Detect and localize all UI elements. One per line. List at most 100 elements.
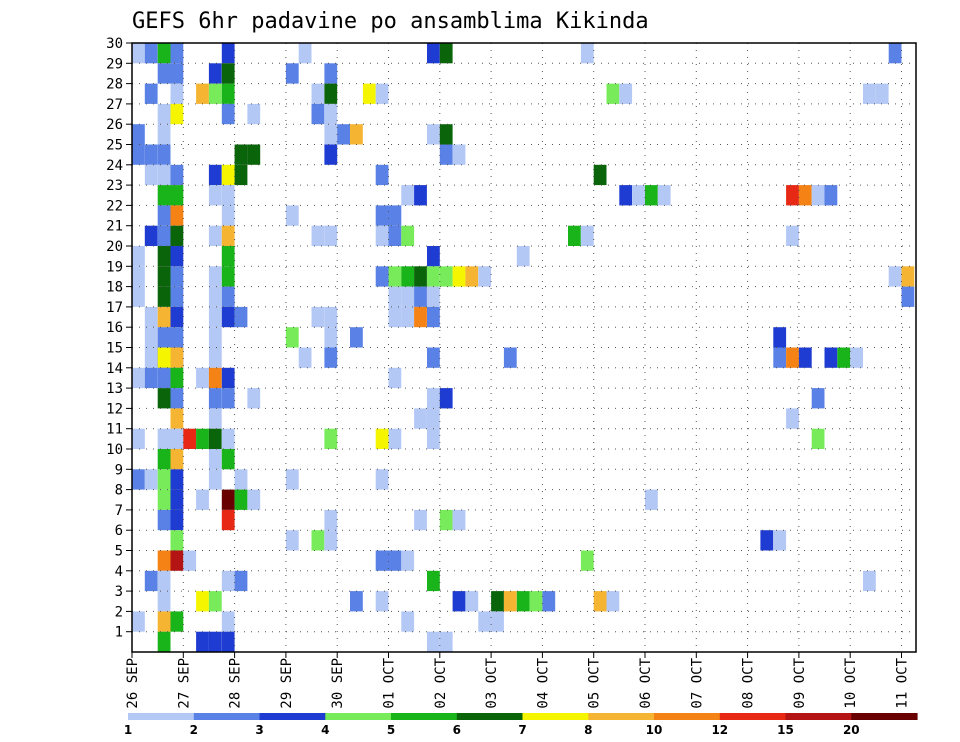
x-tick-label: 28 SEP — [228, 658, 244, 709]
heatmap-cell — [208, 631, 222, 652]
heatmap-cell — [427, 388, 440, 409]
heatmap-cell — [439, 144, 453, 165]
heatmap-cell — [170, 83, 184, 104]
heatmap-cell — [157, 327, 171, 348]
heatmap-cell — [401, 185, 415, 206]
colorbar-segment — [522, 713, 589, 720]
heatmap-cell — [427, 428, 440, 449]
heatmap-cell — [285, 469, 299, 490]
heatmap-cell — [542, 591, 556, 612]
colorbar-segment — [259, 713, 326, 720]
colorbar-segment — [193, 713, 261, 720]
colorbar-label: 10 — [646, 723, 663, 737]
heatmap-cell — [324, 530, 338, 551]
heatmap-cell — [208, 347, 222, 368]
colorbar-label: 4 — [321, 723, 329, 737]
heatmap-cell — [786, 225, 799, 246]
heatmap-cell — [234, 570, 248, 592]
heatmap-cell — [221, 83, 235, 104]
heatmap-cell — [157, 631, 171, 652]
heatmap-cell — [196, 489, 209, 510]
heatmap-cell — [170, 428, 184, 449]
heatmap-cell — [516, 591, 530, 612]
heatmap-cell — [170, 225, 184, 246]
y-tick-label: 18 — [106, 280, 123, 296]
heatmap-cell — [170, 489, 184, 510]
heatmap-cell — [170, 306, 184, 328]
heatmap-cell — [157, 205, 171, 226]
heatmap-cell — [375, 469, 389, 490]
heatmap-cell — [132, 611, 145, 632]
heatmap-cell — [491, 611, 504, 632]
heatmap-cell — [157, 489, 171, 510]
heatmap-cell — [221, 246, 235, 267]
heatmap-cell — [144, 43, 158, 64]
heatmap-cell — [452, 591, 466, 612]
heatmap-cell — [170, 367, 184, 389]
heatmap-cell — [170, 408, 184, 429]
heatmap-cell — [183, 550, 197, 571]
heatmap-cell — [157, 164, 171, 186]
heatmap-cell — [593, 164, 607, 186]
heatmap-cell — [311, 225, 325, 246]
heatmap-cell — [414, 306, 427, 328]
y-tick-label: 7 — [115, 503, 123, 519]
heatmap-cell — [208, 408, 222, 429]
heatmap-cell — [786, 185, 799, 206]
heatmap-cell — [427, 631, 440, 652]
heatmap-cell — [362, 83, 376, 104]
heatmap-cell — [170, 185, 184, 206]
x-tick-label: 07 OCT — [689, 657, 705, 708]
y-tick-label: 30 — [106, 36, 123, 52]
heatmap-cell — [375, 205, 389, 226]
heatmap-cell — [144, 83, 158, 104]
colorbar-segment — [719, 713, 787, 720]
heatmap-cell — [157, 550, 171, 571]
heatmap-cell — [478, 611, 492, 632]
heatmap-cell — [170, 388, 184, 409]
heatmap-cell — [170, 327, 184, 348]
heatmap-cell — [208, 164, 222, 186]
heatmap-cell — [324, 327, 338, 348]
y-tick-label: 22 — [106, 198, 123, 214]
heatmap-cell — [247, 144, 261, 165]
y-tick-label: 2 — [115, 604, 123, 620]
heatmap-cell — [157, 570, 171, 592]
heatmap-cell — [580, 225, 594, 246]
heatmap-cell — [208, 449, 222, 470]
heatmap-cell — [144, 144, 158, 165]
heatmap-cell — [375, 83, 389, 104]
heatmap-cell — [170, 286, 184, 307]
y-tick-label: 10 — [106, 442, 123, 458]
colorbar-label: 3 — [255, 723, 263, 737]
heatmap-cell — [221, 367, 235, 389]
y-tick-label: 11 — [106, 422, 123, 438]
heatmap-cell — [157, 43, 171, 64]
heatmap-cell — [196, 428, 209, 449]
heatmap-cell — [157, 63, 171, 84]
heatmap-cell — [157, 611, 171, 632]
heatmap-cell — [157, 347, 171, 368]
heatmap-cell — [234, 489, 248, 510]
heatmap-cell — [132, 246, 145, 267]
heatmap-cell — [606, 591, 620, 612]
heatmap-cell — [568, 225, 581, 246]
colorbar-segment — [588, 713, 655, 720]
heatmap-cell — [221, 570, 235, 592]
heatmap-cell — [157, 185, 171, 206]
y-tick-label: 24 — [106, 158, 123, 174]
y-tick-label: 14 — [106, 361, 123, 377]
heatmap-cell — [427, 266, 440, 287]
heatmap-cell — [491, 591, 504, 612]
x-tick-label: 29 SEP — [279, 658, 295, 709]
heatmap-cell — [324, 306, 338, 328]
x-tick-label: 10 OCT — [843, 657, 859, 708]
y-tick-label: 9 — [115, 462, 123, 478]
colorbar-segment — [851, 713, 918, 720]
heatmap-cell — [503, 591, 517, 612]
heatmap-cell — [593, 591, 607, 612]
heatmap-cell — [773, 347, 787, 368]
heatmap-cell — [132, 43, 145, 64]
heatmap-cell — [132, 428, 145, 449]
